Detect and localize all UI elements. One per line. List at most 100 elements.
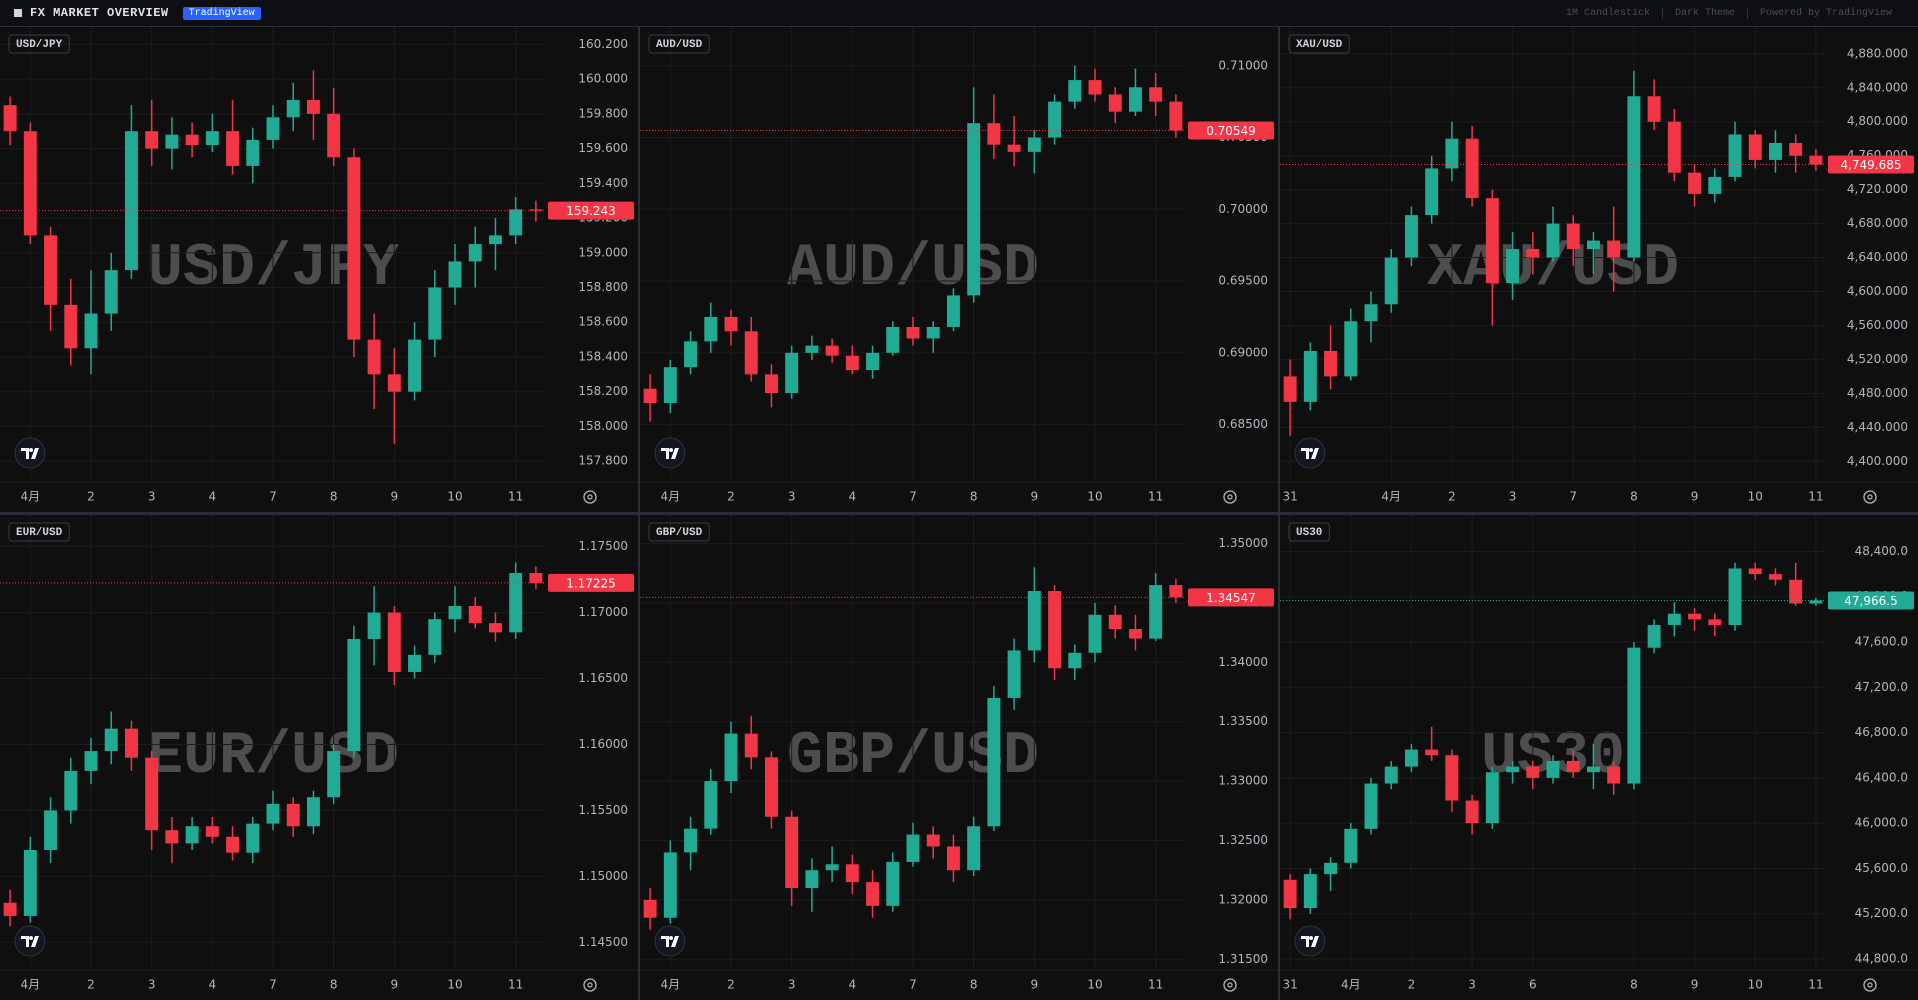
candle-body (1667, 121, 1681, 173)
tv-logo-glyph (661, 448, 679, 459)
settings-icon[interactable] (1863, 978, 1877, 992)
candle-body (367, 339, 381, 375)
y-tick-label: 46,800.0 (1855, 725, 1908, 739)
gear-outer (1863, 978, 1877, 992)
y-tick-label: 1.31500 (1218, 952, 1268, 966)
candle-body (44, 235, 58, 305)
gear-outer (583, 978, 597, 992)
price-label: 4,749.685 (1840, 158, 1901, 172)
candle-body (866, 352, 880, 371)
candle-body (448, 606, 462, 620)
candle-body (64, 770, 78, 811)
y-tick-label: 0.71000 (1218, 58, 1268, 72)
x-tick-label: 7 (1569, 490, 1577, 504)
x-tick-label: 11 (1808, 490, 1823, 504)
price-label: 1.34547 (1206, 591, 1256, 605)
tv-logo[interactable] (654, 437, 686, 469)
price-label: 47,966.5 (1844, 594, 1897, 608)
tv-logo-glyph (21, 448, 39, 459)
gear-outer (1223, 490, 1237, 504)
candle-body (1607, 240, 1621, 258)
candle-body (145, 131, 159, 149)
y-tick-label: 4,680.000 (1847, 216, 1908, 230)
symbol-box (8, 522, 70, 542)
candle-body (1768, 142, 1782, 160)
candle-body (1384, 766, 1398, 784)
y-tick-label: 1.15000 (578, 869, 628, 883)
price-label-bg (548, 201, 634, 220)
candle-body (1149, 585, 1163, 639)
candle-body (1667, 613, 1681, 626)
candle-body (3, 902, 17, 916)
candle-body (226, 836, 240, 853)
y-tick-label: 4,600.000 (1847, 284, 1908, 298)
x-tick-label: 11 (1148, 490, 1163, 504)
tv-logo[interactable] (14, 437, 46, 469)
x-tick-label: 4 (209, 490, 217, 504)
badge[interactable]: TradingView (182, 6, 261, 20)
x-tick-label: 4月 (661, 978, 681, 992)
candle-body (1465, 800, 1479, 824)
x-tick-label: 9 (391, 490, 399, 504)
x-tick-label: 11 (508, 978, 523, 992)
candle-body (185, 134, 199, 146)
settings-icon[interactable] (1223, 490, 1237, 504)
y-tick-label: 159.800 (578, 106, 628, 120)
symbol-box (648, 34, 710, 54)
candle-body (1445, 755, 1459, 801)
settings-icon[interactable] (583, 490, 597, 504)
candle-body (1627, 647, 1641, 784)
candle-body (987, 697, 1001, 827)
candle-body (286, 803, 300, 827)
candle-body (926, 834, 940, 847)
x-tick-label: 10 (1748, 490, 1763, 504)
tv-logo[interactable] (1294, 925, 1326, 957)
settings-icon[interactable] (583, 978, 597, 992)
candle-body (1404, 749, 1418, 767)
x-tick-label: 8 (330, 490, 338, 504)
meta-item: Powered by TradingView (1746, 7, 1904, 19)
tv-logo[interactable] (14, 925, 46, 957)
candle-body (926, 326, 940, 339)
tv-logo-bg (654, 925, 686, 957)
x-tick-label: 10 (1087, 978, 1102, 992)
y-tick-label: 1.33000 (1218, 774, 1268, 788)
candle-body (866, 882, 880, 906)
x-tick-label: 2 (87, 490, 95, 504)
candle-body (1425, 168, 1439, 216)
x-tick-label: 11 (1808, 978, 1823, 992)
symbol-label: USD/JPY (16, 39, 63, 51)
candle-body (428, 287, 442, 340)
candle-body (1169, 101, 1183, 131)
x-tick-label: 4月 (661, 490, 681, 504)
x-tick-label: 4月 (21, 490, 41, 504)
candle-body (825, 345, 839, 356)
candle-body (165, 134, 179, 149)
y-tick-label: 0.69500 (1218, 274, 1268, 288)
candle-body (886, 861, 900, 906)
candle-body (1068, 652, 1082, 669)
x-tick-label: 3 (1468, 978, 1476, 992)
tv-logo[interactable] (1294, 437, 1326, 469)
candle-body (1169, 585, 1183, 598)
candle-body (1607, 766, 1621, 784)
candle-body (704, 781, 718, 829)
x-tick-label: 2 (727, 490, 735, 504)
candle-body (1007, 144, 1021, 152)
candle-body (468, 244, 482, 262)
x-tick-label: 8 (970, 978, 978, 992)
candle-body (488, 235, 502, 245)
candle-body (23, 131, 37, 236)
candle-body (946, 295, 960, 327)
settings-icon[interactable] (1223, 978, 1237, 992)
tv-logo[interactable] (654, 925, 686, 957)
settings-icon[interactable] (1863, 490, 1877, 504)
candle-body (845, 864, 859, 883)
candle-body (1566, 223, 1580, 250)
y-tick-label: 1.16000 (578, 737, 628, 751)
y-tick-label: 45,600.0 (1855, 861, 1908, 875)
candle-body (1088, 80, 1102, 95)
gear-inner (587, 494, 593, 500)
candle-body (1526, 766, 1540, 778)
